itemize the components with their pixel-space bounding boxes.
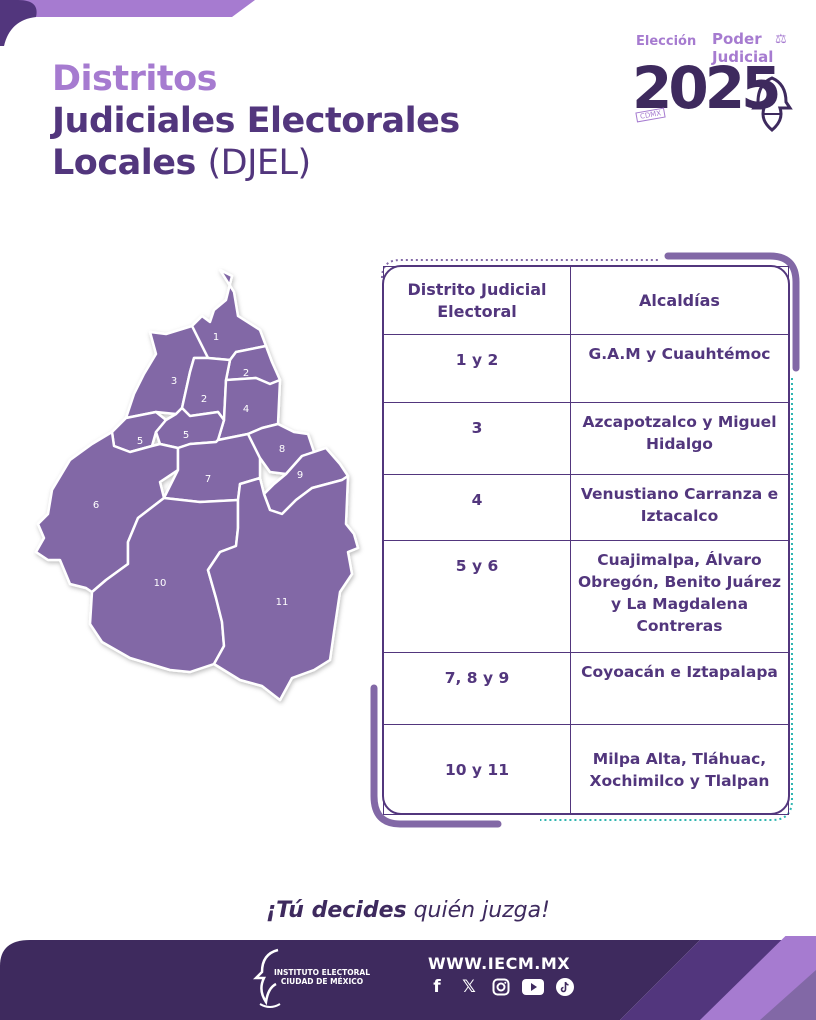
- alcaldias-cell: Azcapotzalco y Miguel Hidalgo: [570, 402, 789, 475]
- table-row: 3 Azcapotzalco y Miguel Hidalgo: [383, 402, 789, 475]
- social-links: f 𝕏: [426, 976, 576, 1000]
- page-title: Distritos Judiciales Electorales Locales…: [52, 58, 460, 184]
- x-icon[interactable]: 𝕏: [462, 977, 476, 997]
- eagle-icon: [751, 76, 793, 132]
- distrito-cell: 4: [383, 474, 571, 541]
- alcaldias-cell: Cuajimalpa, Álvaro Obregón, Benito Juáre…: [570, 540, 789, 653]
- logo-judicial: Judicial: [712, 48, 774, 66]
- district-label: 11: [276, 597, 289, 608]
- institute-line-1: INSTITUTO ELECTORAL: [273, 968, 371, 977]
- district-label: 9: [297, 470, 303, 481]
- footer-band: [0, 936, 816, 1020]
- logo-year: 2025: [632, 54, 781, 122]
- table-row: 7, 8 y 9 Coyoacán e Iztapalapa: [383, 652, 789, 725]
- table-row: 4 Venustiano Carranza e Iztacalco: [383, 474, 789, 541]
- header-alcaldias: Alcaldías: [570, 266, 789, 335]
- youtube-icon[interactable]: [522, 976, 544, 998]
- header-distrito: Distrito Judicial Electoral: [383, 266, 571, 335]
- district-11-area: [206, 474, 360, 702]
- district-label: 1: [213, 332, 219, 343]
- distrito-cell: 7, 8 y 9: [383, 652, 571, 725]
- slogan: ¡Tú decides quién juzga!: [0, 898, 816, 923]
- logo-poder: Poder: [712, 30, 762, 48]
- distrito-cell: 5 y 6: [383, 540, 571, 653]
- slogan-rest: quién juzga!: [406, 898, 550, 923]
- instagram-icon[interactable]: [490, 976, 512, 998]
- alcaldias-cell: Venustiano Carranza e Iztacalco: [570, 474, 789, 541]
- website-link[interactable]: WWW.IECM.MX: [428, 954, 571, 973]
- cdmx-district-map: 1 2 2 3 4 5 5 6 7 8 9 10 11: [34, 268, 360, 702]
- district-label: 6: [93, 500, 99, 511]
- distrito-cell: 3: [383, 402, 571, 475]
- institute-line-2: CIUDAD DE MÉXICO: [280, 977, 364, 986]
- district-label: 2: [201, 394, 207, 405]
- top-decoration: [0, 0, 255, 46]
- alcaldias-cell: G.A.M y Cuauhtémoc: [570, 334, 789, 403]
- title-line-2: Judiciales Electorales: [52, 101, 460, 141]
- logo-poder-judicial: Poder Judicial: [712, 30, 773, 66]
- district-label: 4: [243, 404, 249, 415]
- districts-table: Distrito Judicial Electoral Alcaldías 1 …: [383, 266, 789, 815]
- logo-eleccion: Elección: [636, 34, 697, 49]
- alcaldias-cell: Milpa Alta, Tláhuac, Xochimilco y Tlalpa…: [570, 724, 789, 815]
- iecm-logo: INSTITUTO ELECTORAL CIUDAD DE MÉXICO: [252, 944, 372, 1012]
- scale-icon: ⚖: [775, 32, 787, 47]
- title-line-1: Distritos: [52, 59, 217, 99]
- table-row: 10 y 11 Milpa Alta, Tláhuac, Xochimilco …: [383, 724, 789, 815]
- district-label: 8: [279, 444, 285, 455]
- table-row: 1 y 2 G.A.M y Cuauhtémoc: [383, 334, 789, 403]
- table-row: 5 y 6 Cuajimalpa, Álvaro Obregón, Benito…: [383, 540, 789, 653]
- slogan-emphasis: ¡Tú decides: [266, 898, 407, 923]
- district-label: 5: [137, 436, 143, 447]
- title-line-3: Locales: [52, 143, 196, 183]
- eagle-icon: [252, 948, 281, 1008]
- eleccion-poder-judicial-logo: Elección Poder Judicial ⚖ 2025 CDMX: [632, 30, 793, 134]
- district-label: 10: [154, 578, 167, 589]
- district-label: 5: [183, 430, 189, 441]
- facebook-icon[interactable]: f: [433, 977, 441, 997]
- district-label: 3: [171, 376, 177, 387]
- distrito-cell: 1 y 2: [383, 334, 571, 403]
- tiktok-icon[interactable]: [554, 976, 576, 998]
- title-abbreviation: (DJEL): [207, 143, 311, 183]
- alcaldias-cell: Coyoacán e Iztapalapa: [570, 652, 789, 725]
- district-label: 7: [205, 474, 211, 485]
- distrito-cell: 10 y 11: [383, 724, 571, 815]
- district-label: 2: [243, 368, 249, 379]
